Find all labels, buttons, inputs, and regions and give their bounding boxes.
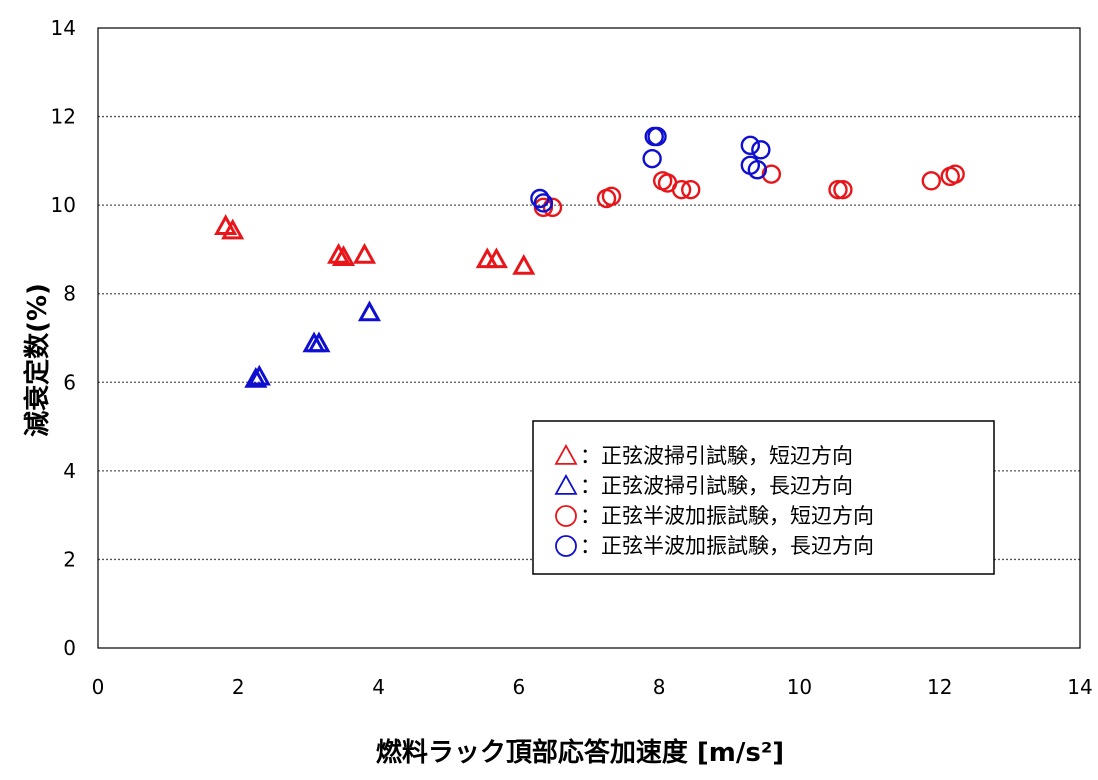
data-point-circle — [533, 193, 554, 213]
data-point-circle — [642, 148, 662, 169]
data-point-circle — [671, 179, 692, 200]
legend-triangle-icon — [554, 443, 578, 465]
data-point-circle — [681, 179, 701, 200]
y-tick-label: 10 — [51, 193, 76, 217]
data-point-circle — [945, 164, 965, 184]
legend-symbols — [554, 443, 578, 557]
data-point-circle — [647, 126, 667, 147]
x-tick-label: 0 — [92, 675, 105, 699]
data-point-circle — [542, 197, 563, 218]
x-tick-labels: 0 2 4 6 8 10 12 14 — [92, 675, 1093, 699]
data-point-triangle — [247, 364, 271, 386]
data-point-circle — [828, 179, 848, 200]
y-tick-label: 12 — [51, 105, 76, 129]
data-point-circle — [761, 164, 782, 184]
data-point-triangle — [484, 247, 508, 269]
data-point-circle — [833, 179, 853, 200]
y-tick-label: 4 — [63, 459, 76, 483]
plot-area-frame — [97, 27, 1081, 649]
data-point-circle — [921, 171, 941, 191]
data-point-triangle — [352, 242, 377, 264]
x-axis-title: 燃料ラック頂部応答加速度 [m/s²] — [376, 737, 784, 768]
legend-circle-icon — [555, 535, 577, 557]
x-tick-label: 12 — [927, 675, 952, 699]
legend-circle-icon — [555, 505, 577, 527]
legend-label-sine-sweep-long: ：正弦波掃引試験，長辺方向 — [580, 474, 853, 498]
data-point-triangle — [512, 254, 536, 275]
legend-triangle-icon — [554, 473, 578, 495]
data-markers — [214, 126, 965, 388]
x-tick-label: 4 — [372, 675, 385, 699]
data-point-triangle — [357, 300, 382, 322]
data-point-circle — [530, 188, 550, 209]
legend-label-half-sine-short: ：正弦半波加振試験，短辺方向 — [580, 504, 874, 528]
x-tick-label: 2 — [232, 675, 245, 699]
y-tick-label: 8 — [63, 282, 76, 306]
data-point-triangle — [327, 242, 351, 264]
data-point-circle — [740, 135, 761, 156]
x-tick-label: 14 — [1067, 675, 1092, 699]
y-tick-label: 2 — [63, 547, 76, 571]
data-point-triangle — [221, 218, 245, 240]
y-axis-title: 減衰定数(%) — [22, 283, 53, 437]
y-tick-labels: 0 2 4 6 8 10 12 14 — [51, 16, 76, 660]
data-point-circle — [747, 160, 768, 180]
legend-label-half-sine-long: ：正弦半波加振試験，長辺方向 — [580, 534, 874, 558]
data-point-circle — [751, 140, 771, 160]
y-tick-label: 6 — [63, 370, 76, 394]
y-tick-label: 0 — [63, 636, 76, 660]
legend-box — [532, 420, 995, 575]
x-tick-label: 6 — [512, 675, 525, 699]
y-tick-label: 14 — [51, 16, 76, 40]
x-tick-label: 8 — [653, 675, 666, 699]
data-point-triangle — [244, 366, 268, 388]
data-point-triangle — [331, 245, 356, 266]
x-tick-label: 10 — [787, 675, 812, 699]
data-point-triangle — [307, 331, 331, 353]
data-point-circle — [601, 186, 622, 206]
legend: ：正弦波掃引試験，短辺方向 ：正弦波掃引試験，長辺方向 ：正弦半波加振試験，短辺… — [532, 420, 995, 575]
legend-label-sine-sweep-short: ：正弦波掃引試験，短辺方向 — [580, 444, 853, 468]
